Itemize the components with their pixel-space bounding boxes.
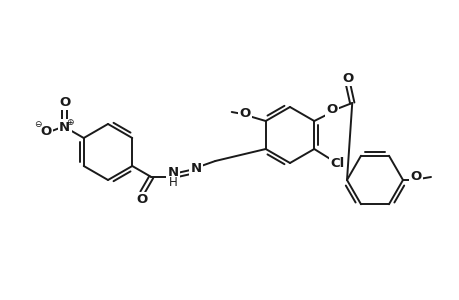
Text: O: O	[59, 95, 70, 109]
Text: N: N	[59, 121, 70, 134]
Text: ⊖: ⊖	[34, 119, 41, 128]
Text: O: O	[239, 106, 250, 119]
Text: H: H	[168, 176, 177, 190]
Text: O: O	[136, 193, 148, 206]
Text: N: N	[168, 167, 179, 179]
Text: O: O	[40, 124, 51, 137]
Text: N: N	[190, 161, 202, 175]
Text: O: O	[342, 71, 353, 85]
Text: Cl: Cl	[330, 157, 344, 169]
Text: O: O	[326, 103, 337, 116]
Text: ⊕: ⊕	[66, 118, 73, 127]
Text: O: O	[409, 170, 421, 184]
